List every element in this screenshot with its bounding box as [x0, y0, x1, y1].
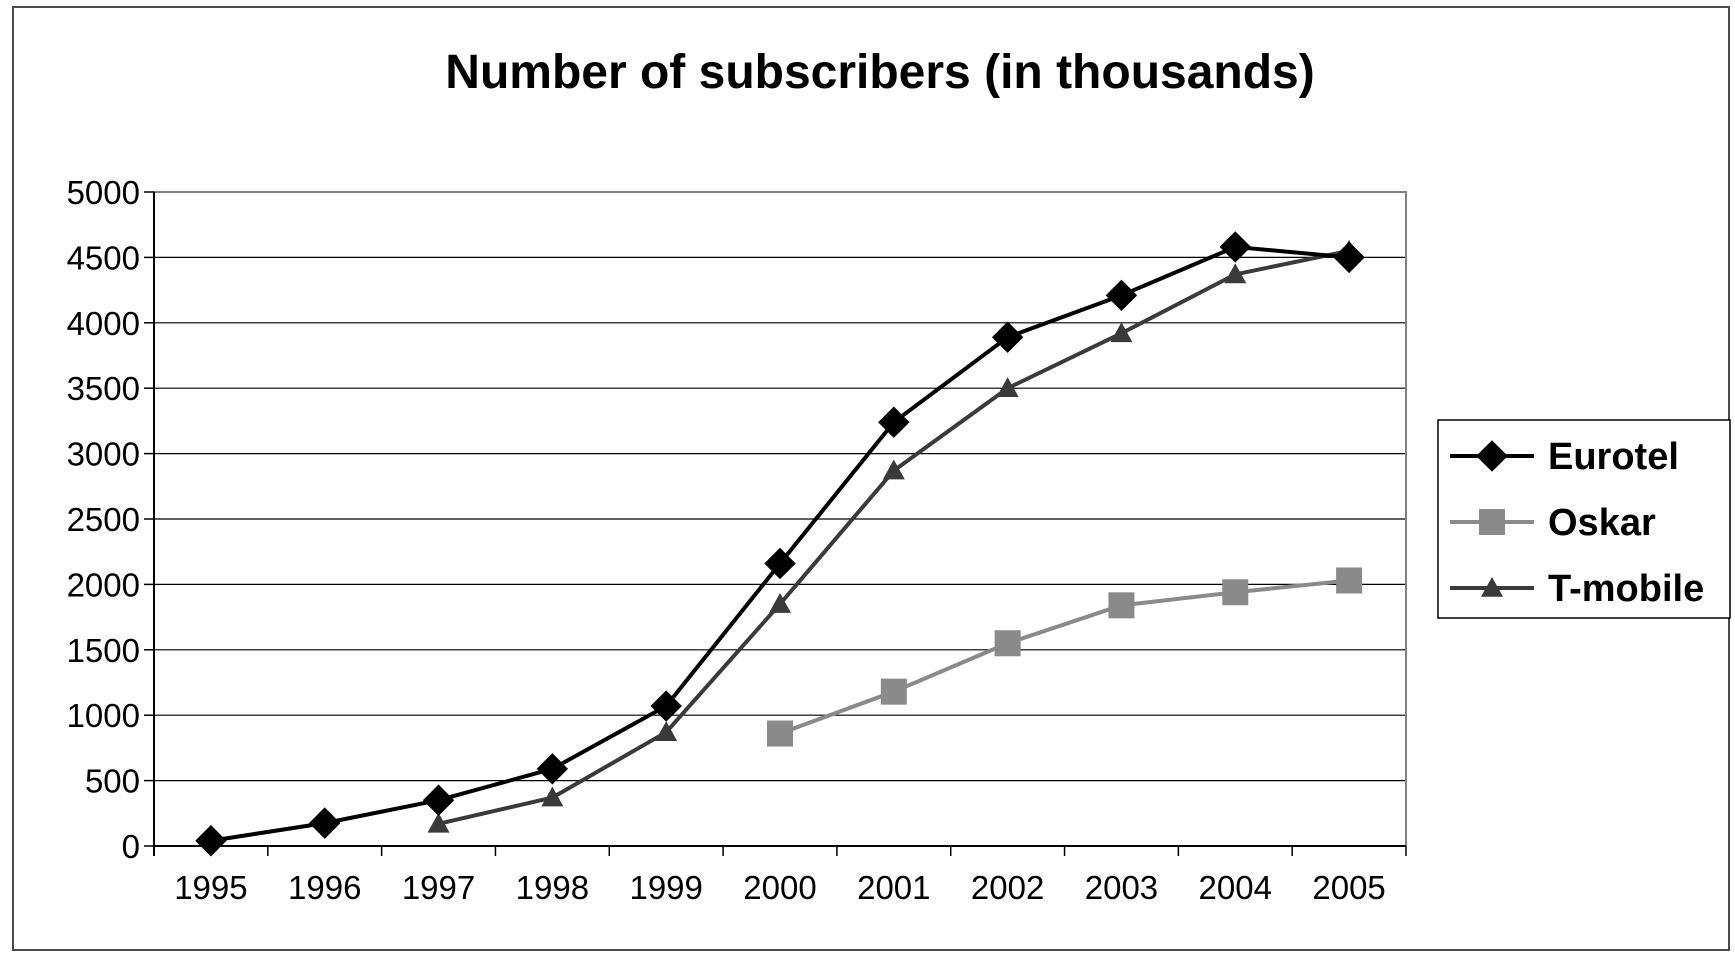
x-tick-label: 1998 [516, 869, 589, 906]
data-point [1108, 592, 1135, 619]
data-point [422, 784, 455, 816]
data-point [195, 825, 227, 857]
y-tick-label: 1000 [67, 697, 140, 734]
x-tick-label: 1999 [629, 869, 702, 906]
x-tick-label: 2001 [857, 869, 930, 906]
y-tick-label: 3000 [67, 436, 140, 473]
data-point [878, 406, 910, 438]
legend-marker [1476, 440, 1508, 472]
data-point [1333, 241, 1365, 274]
y-tick-label: 4500 [67, 239, 140, 276]
data-point [1110, 322, 1133, 343]
data-point [427, 812, 450, 833]
y-tick-label: 1500 [67, 632, 140, 669]
data-point [1105, 279, 1138, 312]
legend-label: Eurotel [1548, 436, 1679, 478]
data-point [541, 786, 564, 807]
y-tick-label: 4000 [67, 305, 140, 342]
legend-item-eurotel: Eurotel [1450, 436, 1679, 478]
legend-item-t-mobile: T-mobile [1450, 568, 1704, 610]
legend: Eurotel Oskar T-mobile [1437, 419, 1731, 619]
y-tick-label: 500 [85, 763, 140, 800]
data-point [1222, 579, 1249, 606]
y-tick-label: 5000 [67, 174, 140, 211]
y-tick-label: 2500 [67, 501, 140, 538]
y-tick-label: 0 [122, 828, 140, 865]
series-eurotel [195, 231, 1365, 857]
data-point [882, 459, 905, 480]
series-line [779, 578, 1350, 736]
x-tick-label: 2005 [1312, 869, 1385, 906]
y-tick-label: 3500 [67, 370, 140, 407]
data-point [536, 753, 569, 785]
x-tick-label: 2000 [743, 869, 816, 906]
data-point [991, 321, 1024, 353]
data-point [309, 807, 341, 839]
gridlines [154, 191, 1406, 782]
data-point [650, 690, 682, 722]
legend-label: Oskar [1548, 502, 1656, 544]
legend-marker [1479, 509, 1505, 535]
legend-item-oskar: Oskar [1450, 502, 1656, 544]
x-tick-label: 2002 [971, 869, 1044, 906]
legend-label: T-mobile [1548, 568, 1704, 610]
series-oskar [767, 567, 1363, 747]
data-point [767, 720, 793, 747]
data-point [655, 721, 678, 742]
series-t-mobile [427, 239, 1361, 833]
data-point [769, 593, 791, 613]
data-point [1224, 263, 1247, 284]
data-point [994, 630, 1021, 657]
x-tick-label: 1997 [402, 869, 475, 906]
x-tick-label: 2004 [1199, 869, 1272, 906]
data-point [996, 377, 1019, 397]
series-group [195, 231, 1365, 857]
data-point [1219, 231, 1251, 263]
x-tick-label: 2003 [1085, 869, 1158, 906]
axes: 0 500 1000 1500 2000 2500 3000 3500 4000 4500 5000… [67, 174, 1407, 906]
x-tick-label: 1995 [174, 869, 247, 906]
legend-marker [1481, 577, 1503, 597]
data-point [880, 678, 907, 705]
data-point [764, 547, 796, 580]
data-point [1336, 567, 1363, 594]
x-tick-label: 1996 [288, 869, 361, 906]
series-line [438, 248, 1350, 826]
chart-title: Number of subscribers (in thousands) [445, 46, 1314, 99]
series-line [210, 244, 1350, 843]
y-tick-label: 2000 [67, 566, 140, 603]
